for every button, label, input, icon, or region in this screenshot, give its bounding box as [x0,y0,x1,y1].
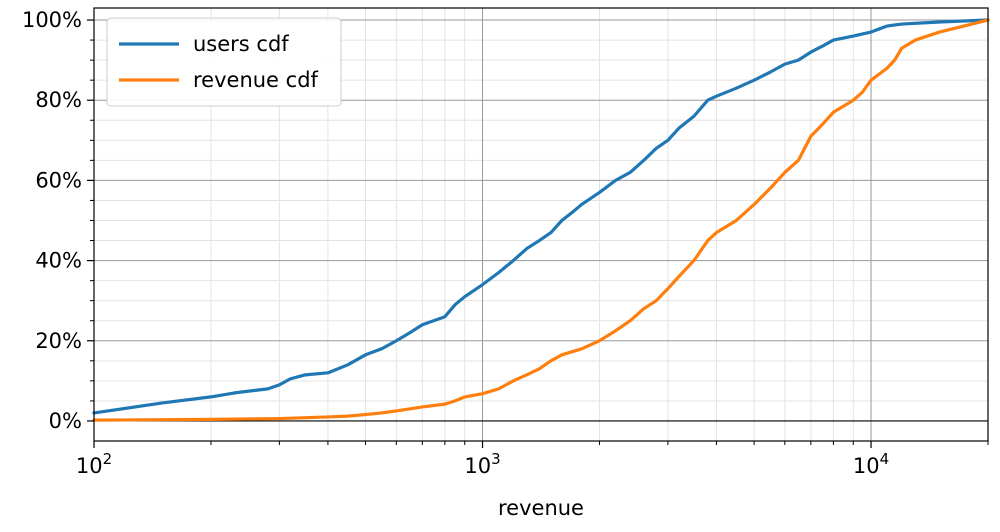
axis-ticks [87,19,989,448]
x-tick-exponent: 4 [880,450,890,468]
x-tick-base: 10 [853,454,880,478]
series-line-revenue-cdf [92,18,990,422]
x-tick-labels: 102 103 104 [76,450,889,478]
x-tick-exponent: 2 [103,450,113,468]
x-tick-exponent: 3 [491,450,501,468]
legend-box [106,17,342,107]
legend-label: users cdf [193,32,289,56]
x-tick-label: 102 [76,450,112,478]
y-tick-labels: 0% 20% 40% 60% 80% 100% [22,8,82,433]
x-tick-base: 10 [464,454,491,478]
y-tick-label: 60% [35,168,82,192]
x-tick-base: 10 [76,454,103,478]
y-tick-label: 40% [35,249,82,273]
y-tick-label: 80% [35,88,82,112]
plot-frame [93,7,989,442]
series-group [92,18,990,422]
series-line-users-cdf [92,18,990,415]
y-tick-label: 20% [35,329,82,353]
x-axis-title: revenue [498,496,584,520]
legend: users cdf revenue cdf [106,17,342,107]
legend-label: revenue cdf [193,68,319,92]
x-tick-label: 104 [853,450,889,478]
y-tick-label: 100% [22,8,82,32]
y-tick-label: 0% [49,409,82,433]
x-tick-label: 103 [464,450,500,478]
